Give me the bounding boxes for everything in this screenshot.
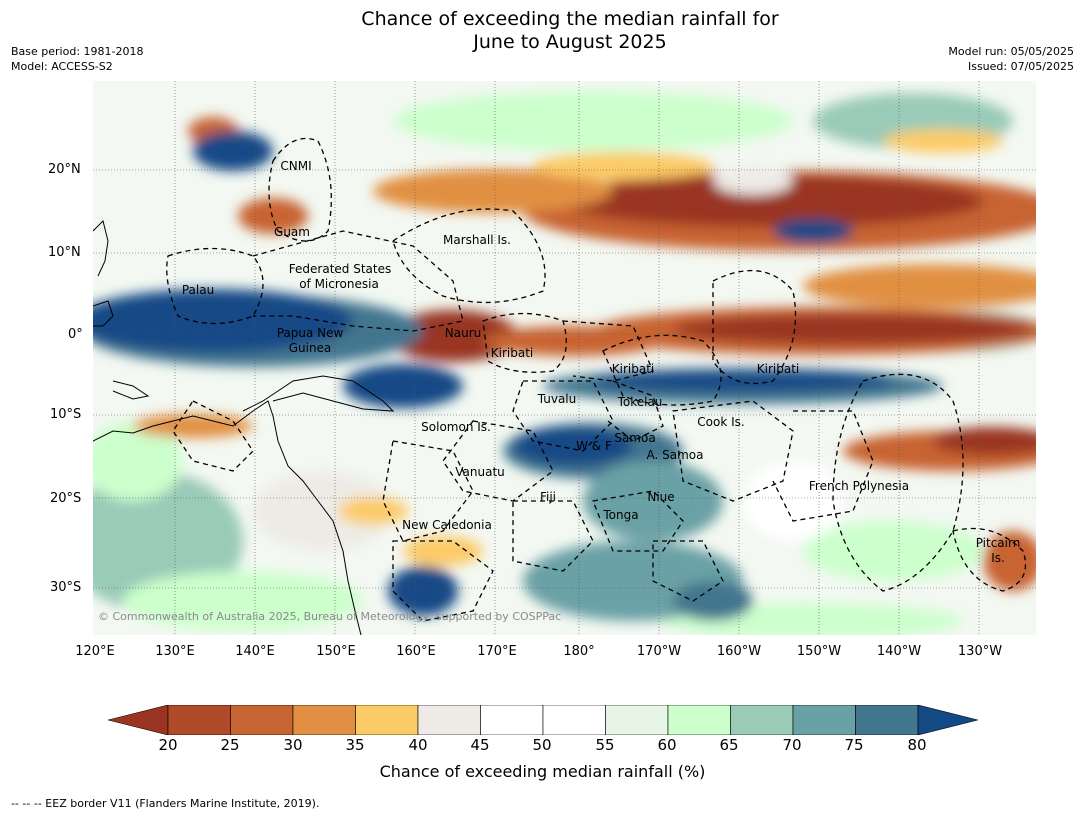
place-nauru: Nauru [444, 326, 482, 340]
place-cnmi: CNMI [280, 159, 312, 173]
colorbar-tick-20: 20 [158, 736, 178, 754]
issued-date: Issued: 07/05/2025 [967, 60, 1074, 73]
colorbar-tick-35: 35 [345, 736, 365, 754]
rainfall-map [93, 81, 1036, 635]
colorbar [108, 705, 978, 735]
lon-label-160e: 160°E [396, 644, 436, 659]
lon-label-160w: 160°W [716, 644, 762, 659]
lat-label-10s: 10°S [50, 407, 82, 422]
place-new-caledonia: New Caledonia [402, 518, 492, 532]
lat-label-0: 0° [68, 327, 83, 342]
colorbar-tick-75: 75 [844, 736, 864, 754]
lon-label-130w: 130°W [957, 644, 1003, 659]
colorbar-extend-high [917, 705, 978, 735]
graticule [93, 81, 1036, 635]
colorbar-tick-60: 60 [657, 736, 677, 754]
place-tokelau: Tokelau [617, 395, 663, 409]
colorbar-extend-low [108, 705, 169, 735]
colorbar-tick-80: 80 [907, 736, 927, 754]
model-run: Model run: 05/05/2025 [948, 45, 1074, 58]
colorbar-tick-70: 70 [782, 736, 802, 754]
title-line-2: June to August 2025 [473, 31, 667, 53]
coastlines [93, 220, 395, 635]
meta-right: Model run: 05/05/2025 Issued: 07/05/2025 [948, 44, 1074, 74]
place-fiji: Fiji [539, 490, 557, 504]
title-line-1: Chance of exceeding the median rainfall … [361, 8, 779, 30]
colorbar-tick-45: 45 [470, 736, 490, 754]
place-png-line2: Guinea [288, 341, 332, 355]
place-niue: Niue [647, 490, 675, 504]
meta-left: Base period: 1981-2018 Model: ACCESS-S2 [11, 44, 143, 74]
place-kiribati-east: Kiribati [756, 362, 800, 376]
place-american-samoa: A. Samoa [646, 448, 704, 462]
colorbar-segment [792, 705, 856, 735]
colorbar-segment [667, 705, 731, 735]
place-kiribati-central: Kiribati [611, 362, 655, 376]
lat-label-30s: 30°S [50, 580, 82, 595]
place-french-polynesia: French Polynesia [808, 479, 910, 493]
lon-label-140w: 140°W [876, 644, 922, 659]
colorbar-tick-30: 30 [283, 736, 303, 754]
place-guam: Guam [274, 225, 310, 239]
lon-label-150w: 150°W [796, 644, 842, 659]
lon-label-150e: 150°E [316, 644, 356, 659]
lon-label-120e: 120°E [75, 644, 115, 659]
colorbar-tick-50: 50 [532, 736, 552, 754]
lon-label-170e: 170°E [477, 644, 517, 659]
eez-footnote: -- -- -- EEZ border V11 (Flanders Marine… [11, 797, 320, 810]
colorbar-segment [605, 705, 669, 735]
base-period: Base period: 1981-2018 [11, 45, 144, 58]
place-fsm-line1: Federated States [288, 262, 392, 276]
lat-label-20s: 20°S [50, 491, 82, 506]
colorbar-tick-40: 40 [408, 736, 428, 754]
colorbar-segment [417, 705, 481, 735]
colorbar-segment [355, 705, 419, 735]
colorbar-segments [108, 705, 978, 735]
place-tonga: Tonga [603, 508, 639, 522]
place-png-line1: Papua New [276, 326, 344, 340]
colorbar-segment [542, 705, 606, 735]
colorbar-tick-55: 55 [595, 736, 615, 754]
place-pitcairn-line2: Is. [991, 551, 1005, 565]
colorbar-segment [855, 705, 919, 735]
lon-label-130e: 130°E [155, 644, 195, 659]
place-cook: Cook Is. [697, 415, 745, 429]
colorbar-segment [480, 705, 544, 735]
place-solomon: Solomon Is. [421, 420, 491, 434]
lat-label-20n: 20°N [48, 162, 81, 177]
map-title: Chance of exceeding the median rainfall … [0, 8, 1085, 54]
place-vanuatu: Vanuatu [455, 465, 505, 479]
place-marshall: Marshall Is. [443, 233, 511, 247]
place-samoa: Samoa [614, 431, 656, 445]
lon-label-180: 180° [563, 644, 595, 659]
colorbar-segment [167, 705, 231, 735]
colorbar-tick-65: 65 [719, 736, 739, 754]
colorbar-tick-25: 25 [220, 736, 240, 754]
place-tuvalu: Tuvalu [537, 392, 577, 406]
place-pitcairn-line1: Pitcairn [975, 536, 1021, 550]
rainfall-map-svg [93, 81, 1036, 635]
place-kiribati-west: Kiribati [490, 346, 534, 360]
place-palau: Palau [181, 283, 215, 297]
model-name: Model: ACCESS-S2 [11, 60, 113, 73]
colorbar-segment [230, 705, 294, 735]
lon-label-170w: 170°W [636, 644, 682, 659]
lon-label-140e: 140°E [235, 644, 275, 659]
place-wallis-futuna: W & F [576, 439, 612, 453]
eez-borders [166, 137, 1027, 622]
colorbar-segment [292, 705, 356, 735]
copyright-notice: © Commonwealth of Australia 2025, Bureau… [98, 610, 562, 623]
rainfall-shading [93, 91, 1036, 635]
place-fsm-line2: of Micronesia [299, 277, 379, 291]
lat-label-10n: 10°N [48, 245, 81, 260]
colorbar-segment [730, 705, 794, 735]
colorbar-label: Chance of exceeding median rainfall (%) [379, 762, 706, 781]
